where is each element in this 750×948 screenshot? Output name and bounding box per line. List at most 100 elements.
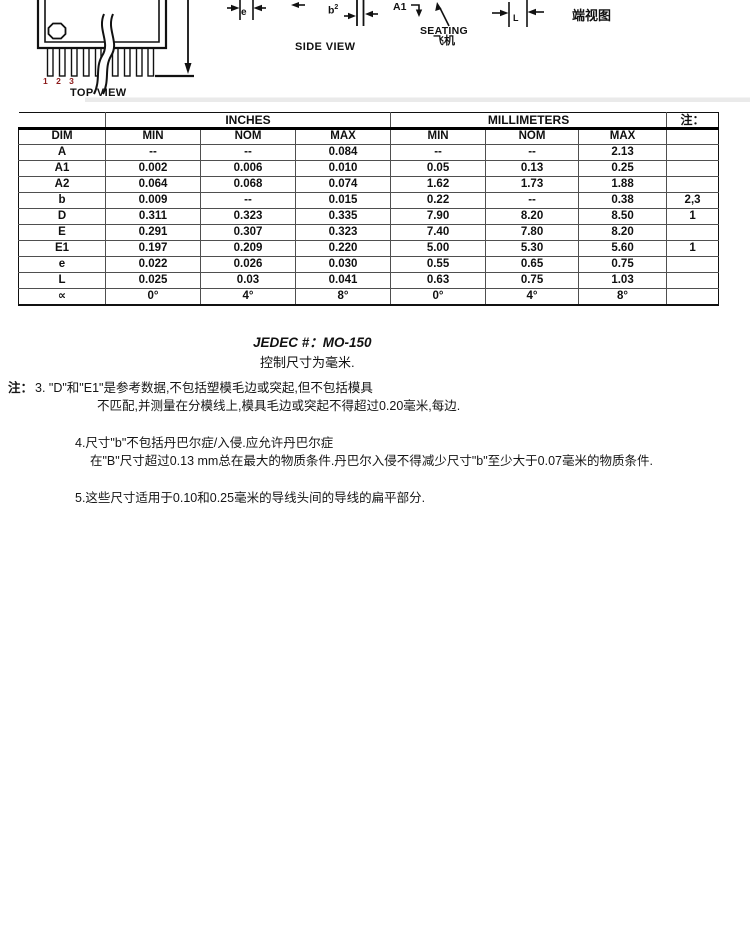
value-cell: 4° [200, 288, 296, 306]
dim-cell: E [18, 224, 106, 241]
scan-band [85, 97, 750, 102]
pin1-marker-icon [47, 22, 67, 40]
value-cell: 0.030 [294, 256, 392, 273]
table-row: E 0.291 0.307 0.323 7.40 7.80 8.20 [18, 224, 720, 241]
value-cell: 1.73 [485, 176, 580, 193]
value-cell: 0.025 [105, 272, 201, 289]
jedec-number: JEDEC #：MO-150 [253, 335, 372, 350]
value-cell: 4° [485, 288, 580, 306]
table-row: b 0.009 -- 0.015 0.22 -- 0.38 2,3 [18, 192, 720, 209]
value-cell: -- [485, 192, 580, 209]
value-cell: 0.22 [390, 192, 487, 209]
dim-cell: A1 [18, 160, 106, 177]
value-cell: -- [200, 192, 296, 209]
corner-cell [18, 112, 106, 130]
dim-cell: A [18, 144, 106, 161]
dim-cell: ∝ [18, 288, 106, 306]
value-cell: 0.75 [485, 272, 580, 289]
left-arrowhead-icon [527, 8, 536, 16]
value-cell: 0.197 [105, 240, 201, 257]
value-cell: 0.13 [485, 160, 580, 177]
dim-cell: e [18, 256, 106, 273]
dim-l-label: L [513, 13, 519, 23]
value-cell: 0.074 [294, 176, 392, 193]
note-4-line-1: 4.尺寸"b"不包括丹巴尔症/入侵.应允许丹巴尔症 [75, 436, 334, 450]
value-cell: 0.323 [294, 224, 392, 241]
note-cell [666, 144, 720, 161]
value-cell: 0.311 [105, 208, 201, 225]
end-view-dimensions [411, 0, 544, 27]
value-cell: 5.60 [578, 240, 668, 257]
value-cell: 7.80 [485, 224, 580, 241]
dimension-table: INCHES MILLIMETERS 注： DIM MIN NOM MAX MI… [18, 112, 720, 306]
value-cell: 8.50 [578, 208, 668, 225]
value-cell: 0.291 [105, 224, 201, 241]
value-cell: 2.13 [578, 144, 668, 161]
dimension-table-wrap: INCHES MILLIMETERS 注： DIM MIN NOM MAX MI… [18, 112, 720, 306]
table-body: A -- -- 0.084 -- -- 2.13 A1 0.002 0.006 0.010 0.05 0… [18, 144, 720, 306]
dim-cell: E1 [18, 240, 106, 257]
value-cell: -- [105, 144, 201, 161]
note-cell: 1 [666, 240, 720, 257]
table-row: A1 0.002 0.006 0.010 0.05 0.13 0.25 [18, 160, 720, 177]
value-cell: 1.62 [390, 176, 487, 193]
table-row: e 0.022 0.026 0.030 0.55 0.65 0.75 [18, 256, 720, 273]
value-cell: 0.068 [200, 176, 296, 193]
value-cell: 1.88 [578, 176, 668, 193]
side-view-dimensions [227, 0, 378, 26]
top-view-figure [36, 0, 194, 95]
end-view-label: 端视图 [572, 8, 612, 23]
note-cell [666, 256, 720, 273]
left-arrowhead-icon [253, 4, 262, 12]
value-cell: 0.009 [105, 192, 201, 209]
note-cell [666, 160, 720, 177]
value-cell: 0.064 [105, 176, 201, 193]
side-view-label: SIDE VIEW [295, 41, 356, 53]
dim-cell: A2 [18, 176, 106, 193]
value-cell: 8.20 [578, 224, 668, 241]
seating-cn-label: 飞机 [433, 35, 455, 47]
note-cell [666, 224, 720, 241]
column-header-max-in: MAX [294, 128, 392, 145]
table-row: E1 0.197 0.209 0.220 5.00 5.30 5.60 1 [18, 240, 720, 257]
dim-a1-label: A1 [393, 1, 407, 13]
column-header-nom-in: NOM [200, 128, 296, 145]
seating-label: SEATING [420, 25, 468, 37]
column-header-note [666, 128, 720, 145]
value-cell: 0.006 [200, 160, 296, 177]
value-cell: 0.25 [578, 160, 668, 177]
value-cell: 0.026 [200, 256, 296, 273]
value-cell: 0.015 [294, 192, 392, 209]
value-cell: 8° [294, 288, 392, 306]
value-cell: 0.323 [200, 208, 296, 225]
value-cell: 0.05 [390, 160, 487, 177]
left-arrowhead-icon [291, 2, 299, 8]
table-row: A2 0.064 0.068 0.074 1.62 1.73 1.88 [18, 176, 720, 193]
table-row: L 0.025 0.03 0.041 0.63 0.75 1.03 [18, 272, 720, 289]
note-cell [666, 176, 720, 193]
table-column-header-row: DIM MIN NOM MAX MIN NOM MAX [18, 128, 720, 145]
dim-cell: b [18, 192, 106, 209]
column-header-dim: DIM [18, 128, 106, 145]
note-5: 5.这些尺寸适用于0.10和0.25毫米的导线头间的导线的扁平部分. [75, 491, 426, 505]
break-line [102, 13, 116, 95]
down-arrowhead-icon [415, 9, 423, 17]
value-cell: 0.38 [578, 192, 668, 209]
value-cell: 5.00 [390, 240, 487, 257]
value-cell: 0.002 [105, 160, 201, 177]
column-header-min-mm: MIN [390, 128, 487, 145]
package-outline-drawing [36, 0, 750, 102]
down-arrowhead-icon [184, 63, 192, 74]
value-cell: -- [390, 144, 487, 161]
package-drawing: 1 2 3 TOP VIEW e b2 SIDE VIEW A1 SEATING… [0, 0, 750, 110]
column-header-max-mm: MAX [578, 128, 668, 145]
note-cell: 1 [666, 208, 720, 225]
note-cell [666, 288, 720, 306]
value-cell: 0.209 [200, 240, 296, 257]
package-pins [46, 47, 155, 77]
millimeters-group-header: MILLIMETERS [390, 112, 668, 130]
note-cell [666, 272, 720, 289]
value-cell: 5.30 [485, 240, 580, 257]
seating-plane-pointer [439, 7, 450, 27]
